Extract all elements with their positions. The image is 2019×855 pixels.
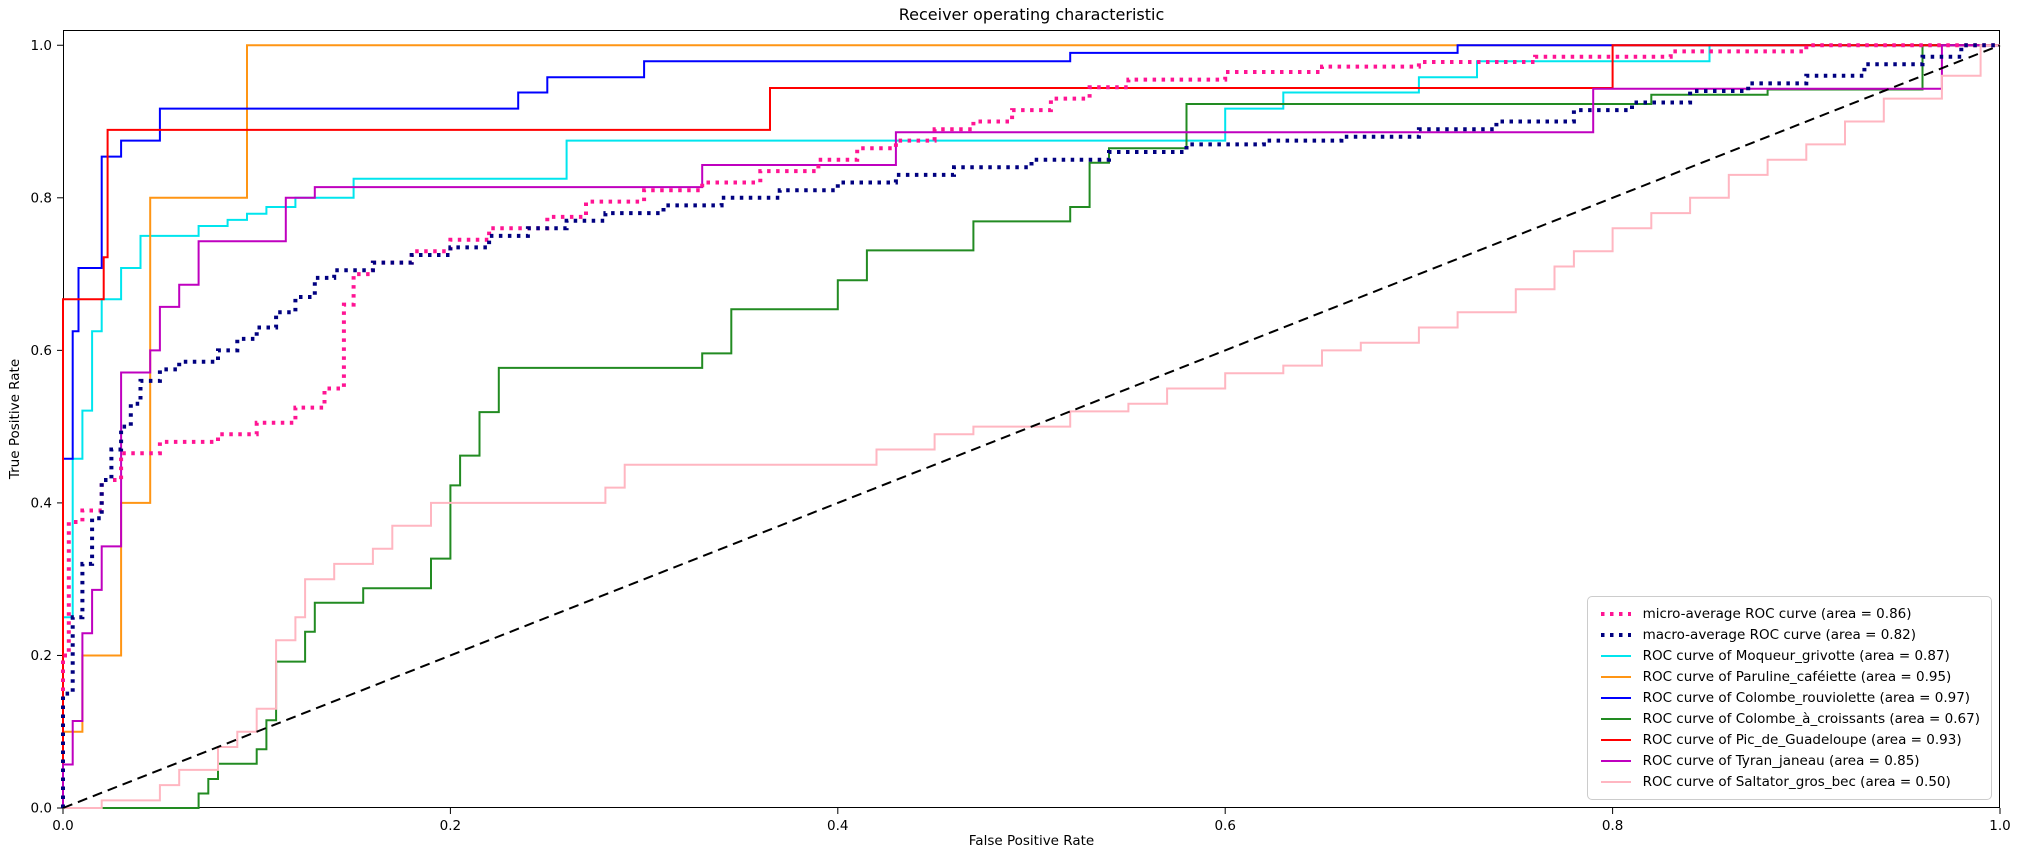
legend-label: ROC curve of Paruline_caféiette (area = …: [1642, 669, 1952, 685]
x-tick-label: 0.8: [1602, 818, 1623, 834]
y-tick-label: 0.8: [31, 190, 52, 206]
x-axis-label: False Positive Rate: [968, 833, 1095, 849]
x-tick-label: 1.0: [1989, 818, 2010, 834]
series-tyran-janeau: [62, 44, 2000, 808]
x-tick-label: 0.4: [827, 818, 848, 834]
series-macro-average: [61, 43, 2000, 808]
legend-label: ROC curve of Tyran_janeau (area = 0.85): [1642, 753, 1920, 769]
series-micro-average: [61, 43, 2000, 808]
legend-line-sample: [1600, 697, 1631, 699]
y-tick-label: 1.0: [31, 38, 52, 54]
legend-label: ROC curve of Colombe_à_croissants (area …: [1642, 711, 1980, 727]
legend-label: ROC curve of Moqueur_grivotte (area = 0.…: [1642, 648, 1950, 664]
legend: micro-average ROC curve (area = 0.86) mac…: [1586, 596, 1992, 800]
legend-item: macro-average ROC curve (area = 0.82): [1599, 626, 1980, 644]
legend-item: ROC curve of Pic_de_Guadeloupe (area = 0…: [1599, 731, 1980, 749]
legend-item: micro-average ROC curve (area = 0.86): [1599, 605, 1980, 623]
series-saltator-gros-bec: [63, 44, 2000, 809]
legend-line-sample: [1600, 655, 1631, 657]
chart-title: Receiver operating characteristic: [898, 5, 1165, 24]
legend-label: macro-average ROC curve (area = 0.82): [1642, 627, 1917, 643]
legend-item: ROC curve of Colombe_rouviolette (area =…: [1599, 689, 1980, 707]
legend-line-sample: [1600, 676, 1631, 678]
y-tick-label: 0.0: [31, 801, 52, 817]
legend-label: ROC curve of Saltator_gros_bec (area = 0…: [1642, 774, 1951, 790]
series-colombe-a-croissants: [63, 44, 2000, 809]
y-axis-label: True Positive Rate: [7, 358, 23, 480]
x-tick-label: 0.0: [52, 818, 73, 834]
y-tick-label: 0.4: [31, 495, 52, 511]
legend-item: ROC curve of Colombe_à_croissants (area …: [1599, 710, 1980, 728]
legend-item: ROC curve of Paruline_caféiette (area = …: [1599, 668, 1980, 686]
plot-area: 0.0 0.2 0.4 0.6 0.8 1.0 0.0 0.2 0.4 0.6 0.8 1.0: [31, 30, 2011, 834]
x-tick-label: 0.2: [440, 818, 461, 834]
legend-line-sample: [1600, 612, 1631, 616]
legend-item: ROC curve of Tyran_janeau (area = 0.85): [1599, 752, 1980, 770]
x-tick-label: 0.6: [1214, 818, 1235, 834]
series-pic-de-guadeloupe: [62, 44, 2000, 808]
legend-line-sample: [1600, 718, 1631, 720]
legend-line-sample: [1600, 739, 1631, 741]
y-tick-label: 0.2: [31, 648, 52, 664]
y-tick-label: 0.6: [31, 343, 52, 359]
legend-line-sample: [1600, 760, 1631, 762]
series-moqueur-grivotte: [62, 44, 2000, 808]
chance-diagonal-line: [62, 44, 2001, 809]
legend-label: micro-average ROC curve (area = 0.86): [1642, 606, 1912, 622]
legend-label: ROC curve of Colombe_rouviolette (area =…: [1642, 690, 1971, 706]
legend-line-sample: [1600, 633, 1631, 637]
legend-item: ROC curve of Moqueur_grivotte (area = 0.…: [1599, 647, 1980, 665]
legend-line-sample: [1600, 781, 1631, 783]
legend-label: ROC curve of Pic_de_Guadeloupe (area = 0…: [1642, 732, 1962, 748]
series-colombe-rouviolette: [62, 44, 2000, 808]
legend-item: ROC curve of Saltator_gros_bec (area = 0…: [1599, 773, 1980, 791]
